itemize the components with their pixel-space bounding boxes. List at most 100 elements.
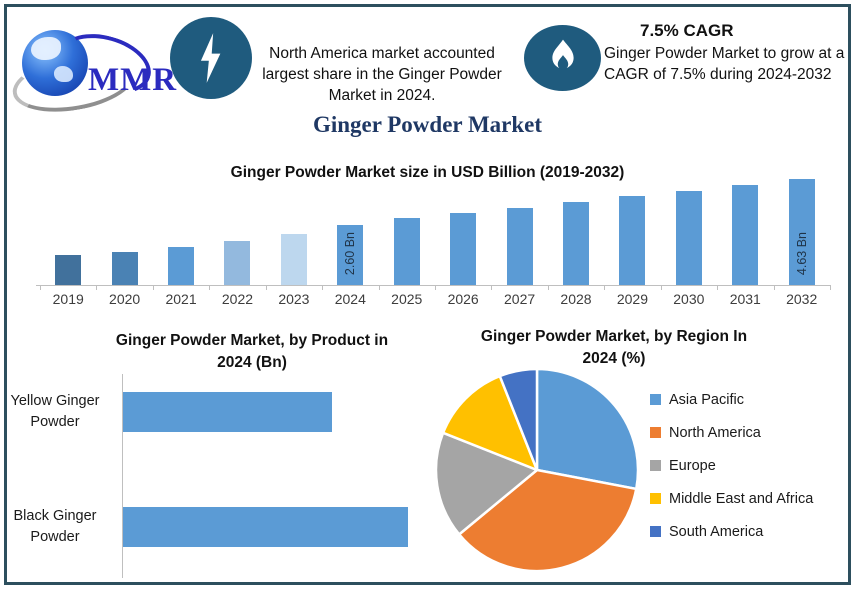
legend-swatch-europe [650, 460, 661, 471]
region-pie-chart [434, 367, 640, 573]
bar-2024: 2.60 Bn [337, 225, 364, 285]
region-legend: Asia Pacific North America Europe Middle Ea… [650, 392, 813, 557]
header-highlight-text: North America market accounted largest s… [262, 44, 502, 104]
x-label-2020: 2020 [109, 291, 141, 307]
product-row-yellow-ginger-powder: Yellow Ginger Powder [10, 362, 430, 462]
bar-2028 [563, 202, 589, 285]
product-y-axis-line [122, 374, 123, 578]
x-label-2027: 2027 [504, 291, 536, 307]
x-label-2032: 2032 [786, 291, 818, 307]
bar-value-label-2024: 2.60 Bn [343, 231, 358, 275]
product-bar-chart: Yellow Ginger Powder Black Ginger Powder [10, 362, 430, 590]
flame-glyph [551, 39, 574, 70]
pie-slice-south-america [498, 367, 539, 472]
legend-label-europe: Europe [669, 457, 716, 474]
pie-slice-asia-pacific [535, 367, 640, 491]
main-chart-title: Ginger Powder Market size in USD Billion… [230, 164, 625, 181]
globe-icon [22, 30, 88, 96]
bar-2021 [168, 247, 195, 285]
x-label-2019: 2019 [52, 291, 84, 307]
product-chart-title: Ginger Powder Market, by Product in 2024… [115, 332, 389, 371]
pie-slice-europe [434, 431, 539, 536]
x-axis-tick [40, 285, 41, 290]
logo-text: MMR [88, 62, 178, 98]
x-label-2026: 2026 [447, 291, 479, 307]
x-label-2022: 2022 [221, 291, 254, 307]
legend-label-south-america: South America [669, 523, 764, 540]
x-axis-tick [491, 285, 493, 290]
x-axis-tick [435, 285, 436, 290]
bar-cell-2022 [209, 170, 265, 285]
x-label-2023: 2023 [278, 291, 310, 307]
x-label-2021: 2021 [165, 291, 197, 307]
legend-label-middle-east-and-africa: Middle East and Africa [669, 490, 814, 507]
bar-cell-2021 [153, 170, 209, 285]
x-axis-tick [547, 285, 549, 290]
bar-2022 [224, 241, 251, 285]
legend-item-south-america: South America [650, 523, 813, 540]
x-axis-tick [830, 285, 831, 290]
legend-swatch-middle-east-and-africa [650, 493, 661, 504]
x-label-2031: 2031 [729, 291, 761, 307]
x-axis-tick [773, 285, 775, 290]
x-label-2025: 2025 [391, 291, 423, 307]
bar-2026 [450, 213, 477, 285]
bar-cell-2025 [379, 170, 435, 285]
lightning-bolt-glyph [200, 33, 221, 83]
pie-slice-north-america [457, 468, 638, 573]
x-axis-tick [209, 285, 211, 290]
bar-2019 [55, 255, 82, 285]
bar-2029 [619, 196, 646, 285]
x-axis-tick [152, 285, 154, 290]
bar-2032: 4.63 Bn [788, 179, 815, 285]
legend-item-europe: Europe [650, 457, 813, 474]
bar-cell-2031 [717, 170, 773, 285]
bar-cell-2023 [266, 170, 322, 285]
product-bar-yellow-ginger-powder [123, 392, 332, 432]
bar-cell-2028 [548, 170, 604, 285]
x-label-2029: 2029 [616, 291, 648, 307]
market-size-bar-chart: 2.60 Bn 4.63 Bn [40, 170, 830, 285]
x-axis-tick [378, 285, 380, 290]
x-axis-ticks [40, 285, 831, 290]
product-bar-black-ginger-powder [123, 507, 408, 547]
legend-swatch-north-america [650, 427, 661, 438]
x-axis-tick [96, 285, 98, 290]
x-label-2030: 2030 [673, 291, 705, 307]
cagr-callout: 7.5% CAGR Ginger Powder Market to grow a… [604, 20, 852, 85]
legend-label-north-america: North America [669, 424, 761, 441]
x-axis-tick [265, 285, 267, 290]
bar-2027 [506, 208, 533, 285]
bar-value-label-2032: 4.63 Bn [794, 231, 809, 275]
product-label-yellow-ginger-powder: Yellow Ginger Powder [10, 393, 100, 430]
bar-2031 [732, 185, 759, 285]
bar-cell-2029 [604, 170, 660, 285]
bar-2030 [675, 191, 702, 285]
bar-cell-2019 [40, 170, 96, 285]
bar-2023 [280, 234, 307, 285]
cagr-heading: 7.5% CAGR [640, 21, 734, 40]
region-chart-title: Ginger Powder Market, by Region In 2024 … [480, 328, 748, 367]
bar-2025 [393, 218, 420, 285]
x-axis-line [36, 285, 830, 286]
bar-cell-2027 [491, 170, 547, 285]
bar-cell-2030 [661, 170, 717, 285]
legend-item-asia-pacific: Asia Pacific [650, 391, 813, 408]
cagr-text: Ginger Powder Market to grow at a CAGR o… [604, 45, 845, 83]
legend-item-north-america: North America [650, 424, 813, 441]
x-label-2028: 2028 [560, 291, 592, 307]
flame-icon [524, 25, 601, 91]
legend-label-asia-pacific: Asia Pacific [669, 391, 744, 408]
x-axis-tick [322, 285, 324, 290]
bar-cell-2020 [96, 170, 152, 285]
legend-swatch-south-america [650, 526, 661, 537]
page-title: Ginger Powder Market [312, 112, 543, 137]
bar-2020 [111, 252, 138, 285]
pie-slice-middle-east-and-africa [441, 374, 539, 472]
legend-swatch-asia-pacific [650, 394, 661, 405]
product-label-black-ginger-powder: Black Ginger Powder [13, 508, 97, 545]
x-axis-tick [660, 285, 662, 290]
x-axis-tick [604, 285, 606, 290]
product-row-black-ginger-powder: Black Ginger Powder [10, 477, 430, 577]
